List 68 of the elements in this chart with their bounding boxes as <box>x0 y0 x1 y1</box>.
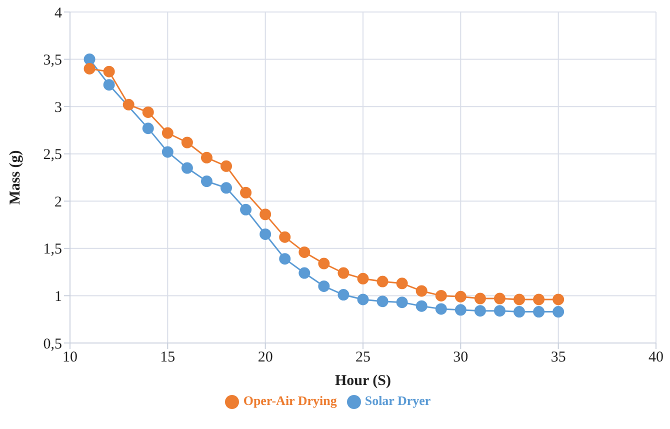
point <box>357 294 369 306</box>
point <box>533 306 545 318</box>
point <box>416 285 428 297</box>
point <box>298 267 310 279</box>
point <box>84 54 96 66</box>
point <box>122 98 134 110</box>
point <box>376 276 388 288</box>
point <box>181 136 193 148</box>
x-tick-label: 25 <box>356 350 370 366</box>
point <box>162 127 174 139</box>
point <box>454 290 466 302</box>
point <box>552 294 564 306</box>
y-tick-label: 4 <box>54 5 62 22</box>
x-tick-label: 35 <box>550 350 566 366</box>
point <box>260 208 272 220</box>
x-tick-label: 20 <box>258 350 273 366</box>
point <box>142 106 154 118</box>
legend-label: Solar Dryer <box>364 392 431 408</box>
point <box>200 176 212 188</box>
y-tick-label: 3 <box>54 100 62 116</box>
y-tick-label: 1,5 <box>43 242 62 258</box>
point <box>318 258 330 270</box>
point <box>514 294 526 306</box>
point <box>474 292 486 304</box>
point <box>494 292 506 304</box>
point <box>514 306 526 318</box>
y-tick-label: 2,5 <box>43 147 62 164</box>
point <box>103 66 115 78</box>
point <box>260 228 272 240</box>
point <box>200 152 212 164</box>
point <box>142 122 154 134</box>
point <box>454 304 466 316</box>
point <box>220 182 232 194</box>
point <box>474 305 486 317</box>
point <box>298 246 310 258</box>
point <box>220 160 232 172</box>
x-tick-label: 15 <box>160 350 176 366</box>
point <box>181 162 193 174</box>
y-axis-title: Mass (g) <box>7 150 24 205</box>
point <box>416 300 428 312</box>
point <box>552 306 564 318</box>
legend-label: Oper-Air Drying <box>243 392 337 408</box>
point <box>396 296 408 308</box>
point <box>435 303 447 315</box>
point <box>318 280 330 292</box>
point <box>162 146 174 158</box>
point <box>240 186 252 198</box>
point <box>357 272 369 284</box>
x-tick-label: 40 <box>648 350 664 366</box>
x-tick-label: 10 <box>62 350 78 366</box>
point <box>533 294 545 306</box>
point <box>240 204 252 216</box>
point <box>338 267 350 279</box>
point <box>338 289 350 301</box>
point <box>396 278 408 290</box>
point <box>279 253 291 265</box>
point <box>84 62 96 74</box>
y-tick-label: 0,5 <box>43 336 62 352</box>
y-tick-label: 2 <box>54 194 62 210</box>
point <box>494 305 506 317</box>
point <box>103 79 115 91</box>
point <box>376 296 388 308</box>
x-axis-title: Hour (S) <box>335 372 391 389</box>
y-tick-label: 1 <box>54 289 62 306</box>
point <box>435 290 447 302</box>
y-tick-label: 3,5 <box>43 52 62 69</box>
point <box>279 231 291 243</box>
x-tick-label: 30 <box>453 350 468 366</box>
